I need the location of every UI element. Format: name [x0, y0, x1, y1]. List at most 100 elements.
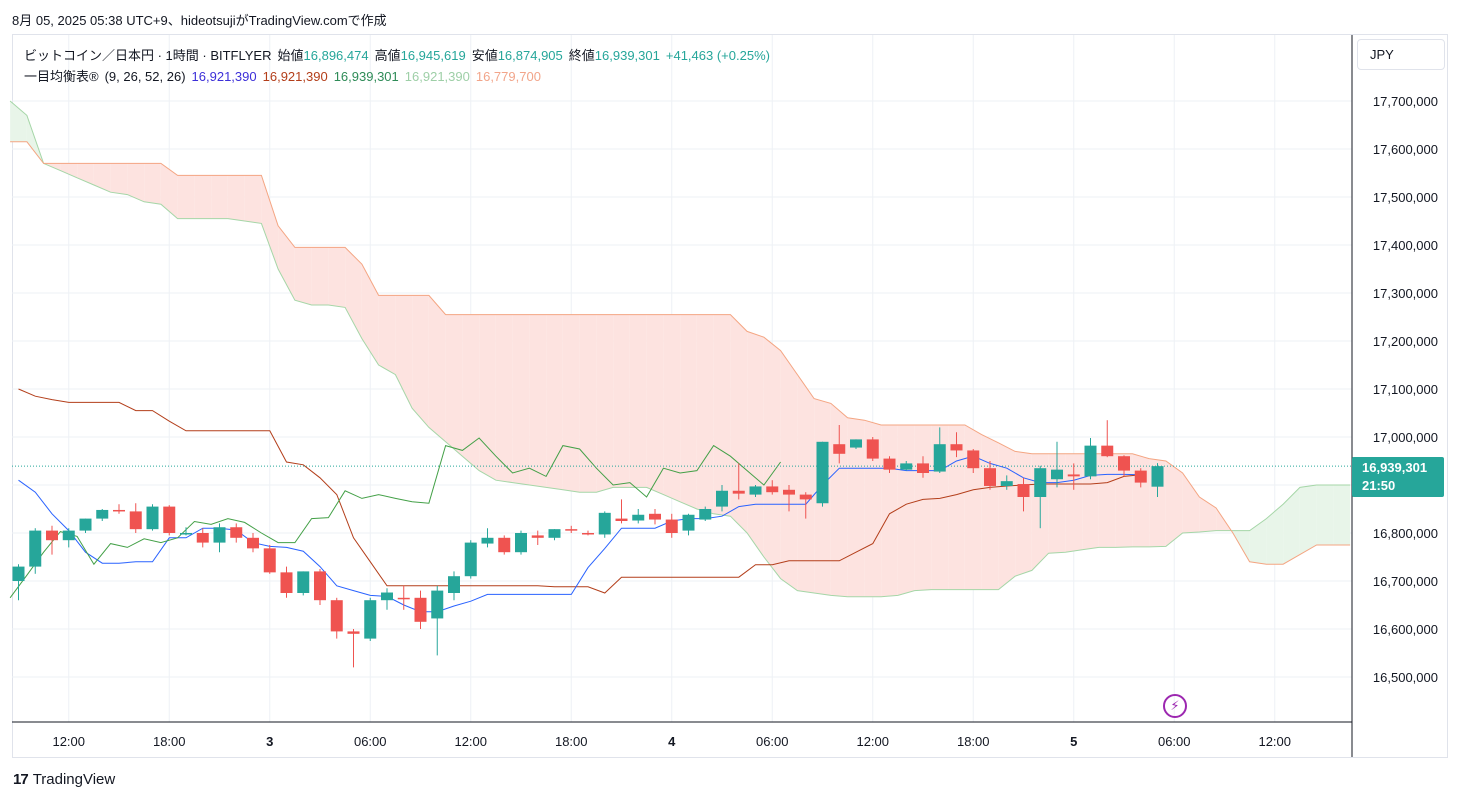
open-label: 始値 [277, 48, 304, 63]
cloud-bear-segment [747, 331, 764, 557]
x-tick-label: 12:00 [52, 734, 85, 749]
indicator-params: (9, 26, 52, 26) [104, 69, 186, 84]
cloud-bear-segment [646, 314, 664, 495]
y-tick-label: 17,000,000 [1373, 430, 1438, 445]
currency-selector[interactable]: JPY [1357, 39, 1445, 70]
cloud-bear-segment [294, 247, 312, 305]
leading-span-a-line [9, 100, 1351, 598]
candle-up [431, 590, 444, 619]
candle-up [1151, 466, 1164, 487]
candle-down [665, 519, 678, 533]
candle-up [749, 486, 762, 495]
chikou-span-line [9, 437, 782, 599]
candle-up [448, 576, 460, 593]
x-tick-label: 12:00 [454, 734, 487, 749]
candle-down [531, 535, 544, 538]
high-label: 高値 [374, 48, 401, 63]
candle-down [314, 571, 326, 601]
chikou-value: 16,939,301 [333, 69, 399, 84]
y-tick-label: 17,100,000 [1373, 382, 1438, 397]
candle-down [263, 548, 276, 573]
cloud-bear-segment [562, 314, 580, 493]
candle-down [615, 518, 628, 521]
low-value: 16,874,905 [497, 48, 563, 63]
cloud-bear-segment [378, 295, 396, 375]
x-tick-label: 4 [668, 734, 676, 749]
candle-down [799, 494, 812, 500]
x-tick-label: 06:00 [354, 734, 387, 749]
cloud-bear-segment [1098, 453, 1116, 548]
cloud-bull-segment [1333, 485, 1351, 545]
candle-up [682, 514, 695, 531]
span-a-value: 16,921,390 [404, 69, 470, 84]
cloud-bear-segment [110, 163, 128, 195]
cloud-bull-segment [1283, 487, 1300, 565]
candle-down [649, 513, 661, 520]
candle-up [699, 509, 712, 520]
leading-span-b-line [10, 141, 1351, 565]
y-tick-label: 17,500,000 [1373, 190, 1438, 205]
candle-up [79, 518, 92, 531]
candle-down [967, 450, 980, 469]
candle-down [46, 530, 58, 541]
bar-countdown: 21:50 [1362, 478, 1396, 493]
cloud-bull-segment [1249, 518, 1267, 565]
last-price-value: 16,939,301 [1362, 460, 1428, 475]
candle-up [96, 509, 109, 519]
cloud-bear-segment [663, 314, 681, 502]
y-tick-label: 16,600,000 [1373, 622, 1438, 637]
cloud-bear-segment [144, 163, 161, 205]
symbol-label[interactable]: ビットコイン／日本円 · 1時間 · BITFLYER [24, 48, 272, 63]
cloud-bear-segment [211, 175, 228, 219]
y-tick-label: 17,700,000 [1373, 94, 1438, 109]
cloud-bear-segment [227, 175, 245, 221]
candle-down [498, 537, 511, 553]
cloud-bear-segment [629, 314, 647, 488]
cloud-bear-segment [546, 314, 563, 490]
indicator-legend[interactable]: 一目均衡表® (9, 26, 52, 26) 16,921,390 16,921,39… [24, 66, 547, 85]
candle-down [766, 486, 779, 493]
brand-name: TradingView [32, 771, 116, 788]
x-tick-label: 18:00 [555, 734, 588, 749]
candle-down [1101, 445, 1114, 457]
cloud-bear-segment [77, 163, 94, 185]
cloud-bear-segment [428, 295, 446, 442]
x-tick-label: 3 [266, 734, 273, 749]
y-tick-label: 17,600,000 [1373, 142, 1438, 157]
candle-down [984, 468, 996, 486]
candle-up [29, 530, 42, 567]
candle-down [950, 444, 963, 451]
cloud-bear-segment [998, 442, 1016, 590]
cloud-bear-segment [278, 225, 295, 301]
candle-down [397, 597, 410, 600]
candle-up [632, 514, 645, 521]
candle-down [883, 458, 896, 470]
cloud-bear-segment [512, 314, 530, 485]
cloud-bear-segment [395, 295, 413, 409]
cloud-bear-segment [345, 247, 362, 339]
kijun-value: 16,921,390 [262, 69, 328, 84]
cloud-bear-segment [311, 247, 329, 305]
last-price-tag: 16,939,301 21:50 [1352, 457, 1444, 497]
cloud-bear-segment [177, 175, 195, 219]
close-label: 終値 [568, 48, 595, 63]
tradingview-logo[interactable]: 17 TradingView [13, 771, 115, 788]
y-tick-label: 16,500,000 [1373, 670, 1438, 685]
cloud-bear-segment [244, 175, 262, 224]
candle-up [716, 490, 728, 507]
kijun-sen-line [18, 388, 1141, 594]
cloud-bear-segment [1082, 453, 1099, 550]
cloud-bear-segment [763, 337, 781, 579]
grid-lines [12, 35, 1352, 722]
candle-up [1034, 468, 1047, 497]
cloud-bull-segment [1316, 485, 1334, 545]
lightning-icon[interactable]: ⚡︎ [1163, 694, 1187, 718]
cloud-bull-segment [1266, 504, 1284, 565]
low-label: 安値 [471, 48, 498, 63]
cloud-bear-segment [412, 295, 429, 428]
x-tick-label: 12:00 [856, 734, 889, 749]
x-tick-label: 06:00 [1158, 734, 1191, 749]
candle-down [1017, 484, 1030, 497]
candle-down [1118, 456, 1130, 471]
